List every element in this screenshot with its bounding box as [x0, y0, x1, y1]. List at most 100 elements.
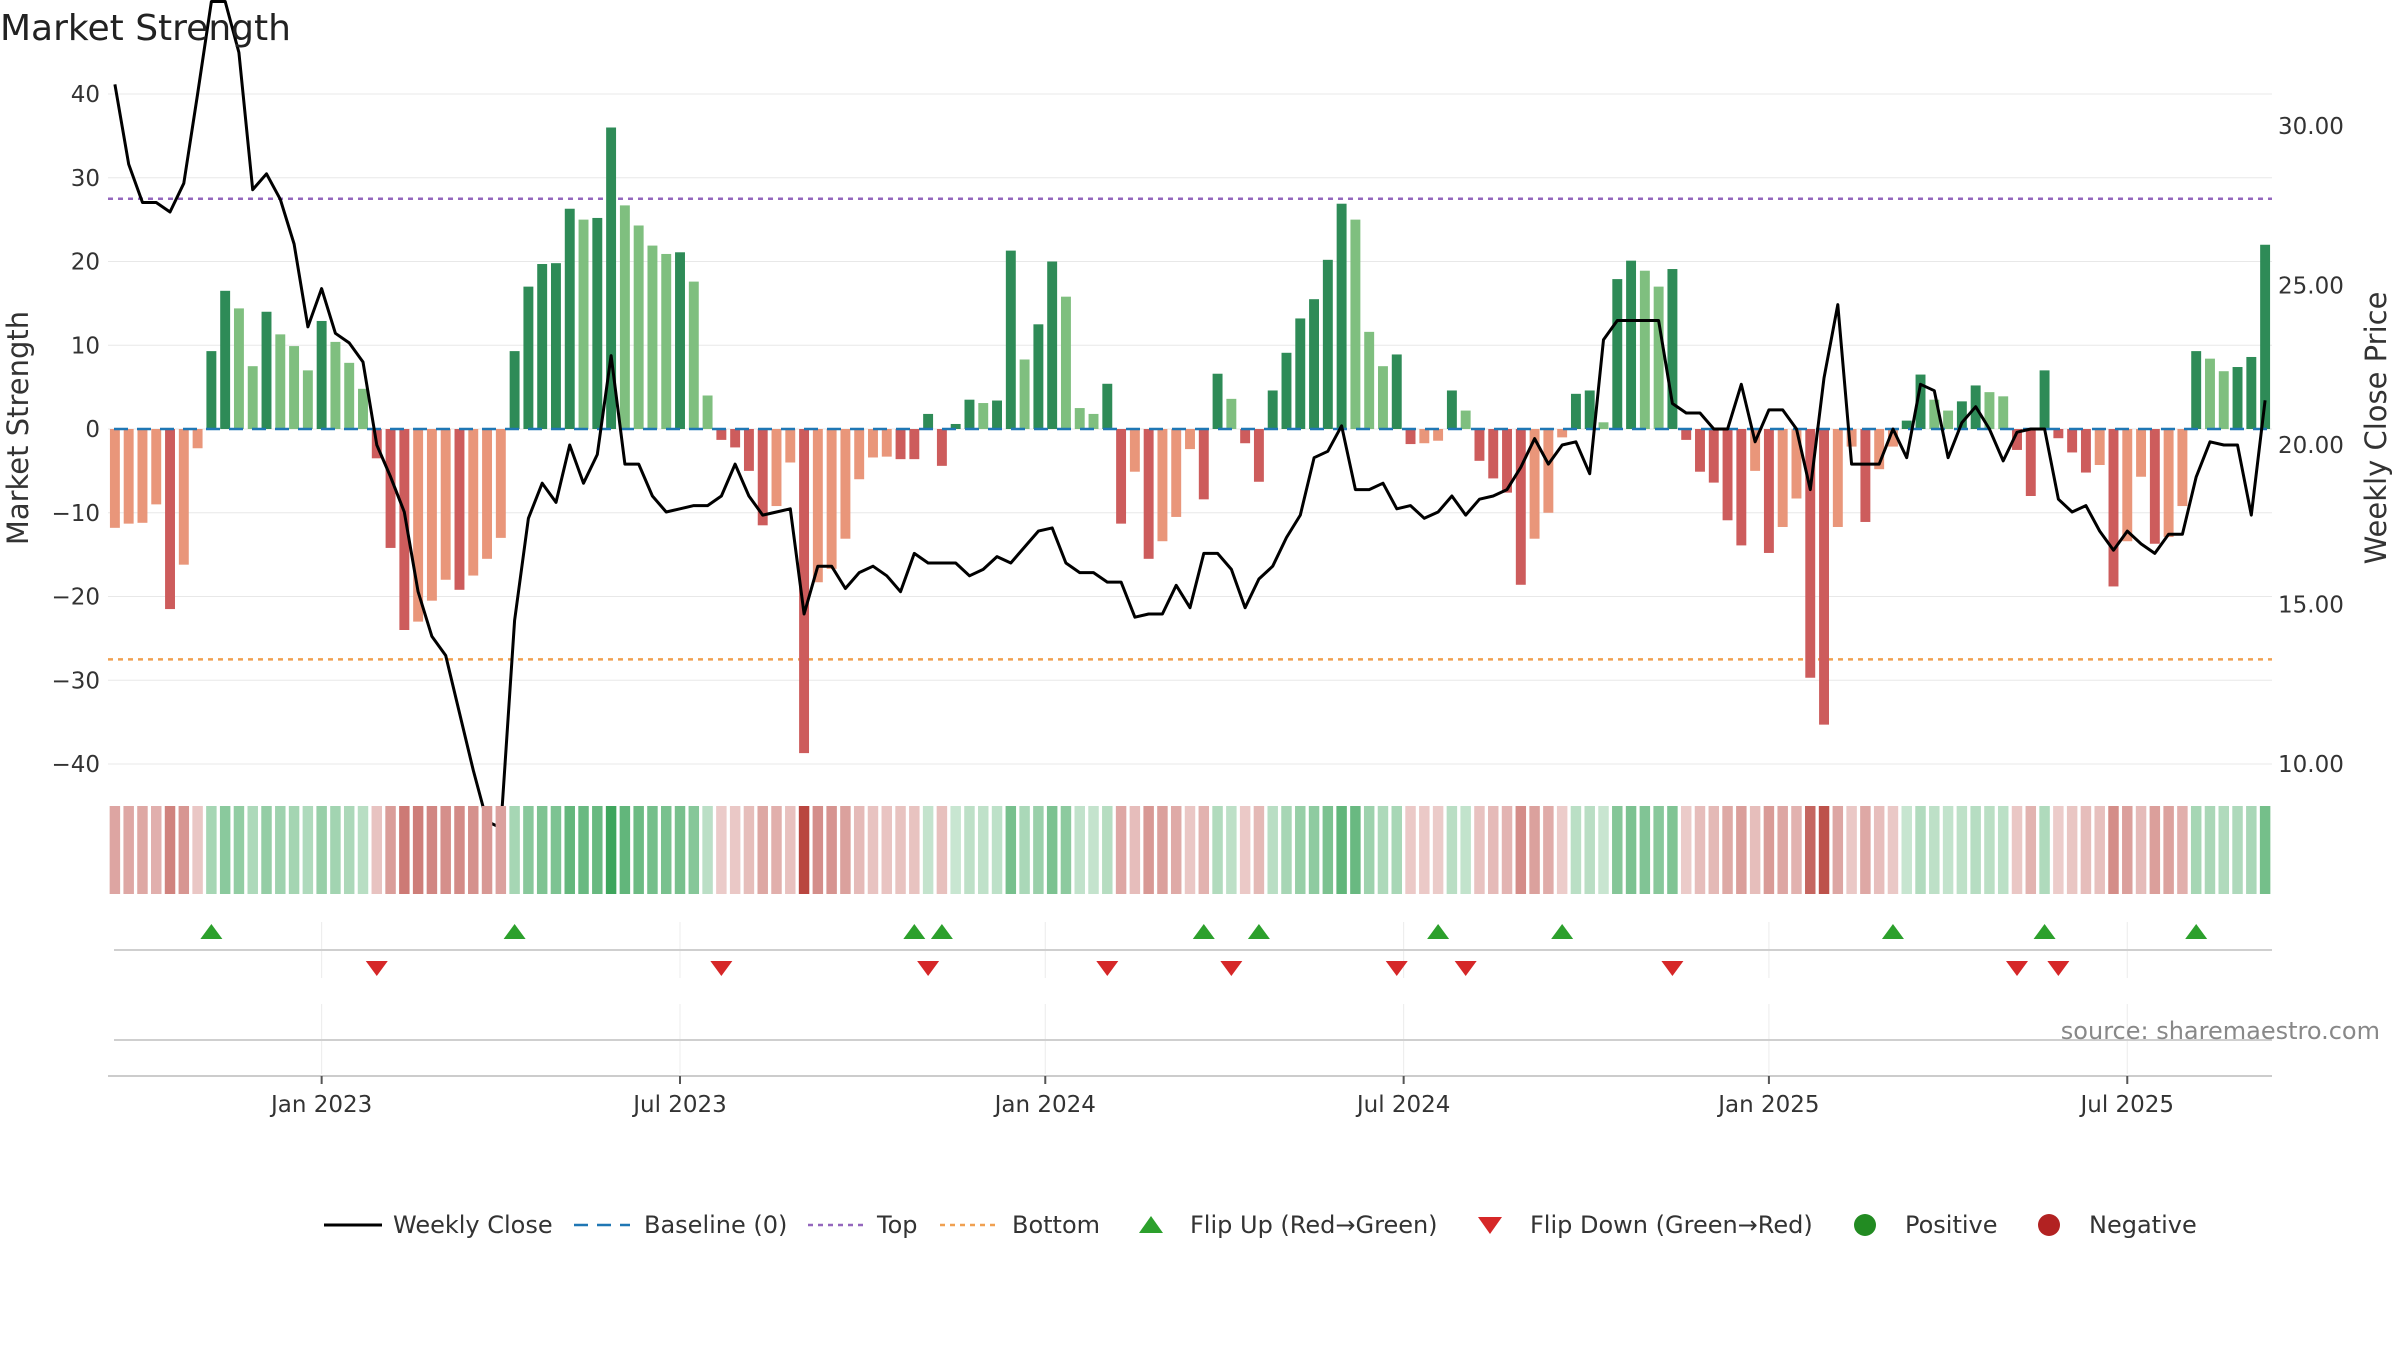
strength-bar [1763, 429, 1774, 553]
heatmap-cell [867, 806, 879, 894]
strength-bar [826, 429, 837, 569]
heatmap-cell [950, 806, 961, 894]
strength-bar [2025, 429, 2036, 496]
strength-bar [730, 429, 741, 448]
heatmap-cell [1680, 806, 1692, 894]
strength-bar [165, 429, 175, 610]
strength-bar [426, 429, 437, 601]
flip-down-marker [917, 961, 940, 976]
heatmap-cell [206, 806, 217, 894]
strength-bar [1860, 429, 1871, 522]
heatmap-cell [509, 806, 520, 894]
strength-bar [2012, 429, 2022, 450]
strength-bar [923, 413, 934, 429]
strength-bar [785, 429, 796, 463]
flip-up-marker [1427, 924, 1450, 939]
heatmap-cell [605, 806, 617, 894]
heatmap-cell [688, 806, 700, 894]
heatmap-cell [1598, 806, 1609, 894]
x-tick-label: Jan 2023 [269, 1092, 372, 1118]
axes: 40 30 20 10 0 −10 −20 −30 −40 30.00 25.00 20.00 15.0… [51, 82, 2343, 1118]
heatmap-cell [1474, 806, 1485, 894]
flip-up-marker [2185, 924, 2208, 939]
strength-bar [1116, 429, 1127, 524]
strength-bar [1777, 429, 1788, 527]
strength-bar [1364, 331, 1375, 429]
strength-bar [1681, 429, 1692, 440]
heatmap-cell [1419, 806, 1430, 894]
heatmap-cell [412, 806, 424, 894]
heatmap-cell [247, 806, 258, 894]
heatmap-cell [743, 806, 755, 894]
strength-bar [1391, 354, 1402, 429]
heatmap-cell [1956, 806, 1968, 894]
heatmap-cell [619, 806, 631, 894]
heatmap-cell [1929, 806, 1940, 894]
heatmap-cell [1832, 806, 1844, 894]
heatmap-cell [1074, 806, 1085, 894]
legend-baseline-label: Baseline (0) [644, 1211, 787, 1239]
heatmap-cell [2122, 806, 2133, 894]
heatmap-cell [2094, 806, 2105, 894]
heatmap-cell [1363, 806, 1375, 894]
strength-bar [633, 225, 644, 429]
heatmap-cell [2053, 806, 2064, 894]
heatmap-cell [371, 806, 383, 894]
flip-up-marker [503, 924, 526, 939]
strength-bar [1832, 429, 1843, 527]
strength-bar [2149, 429, 2160, 544]
strength-bar [2232, 367, 2243, 429]
strength-bar [2191, 351, 2202, 429]
legend-positive-label: Positive [1905, 1211, 1998, 1239]
strength-bar [909, 429, 920, 460]
strength-bar [1791, 429, 1802, 499]
legend-positive-swatch [1854, 1214, 1876, 1236]
heatmap-cell [1281, 806, 1292, 894]
strength-bar [1901, 420, 1912, 429]
heatmap-cell [1901, 806, 1912, 894]
heatmap-cell [109, 806, 121, 894]
heatmap-cell [1708, 806, 1720, 894]
heatmap-cell [1088, 806, 1099, 894]
heatmap-cell [2190, 806, 2202, 894]
heatmap-cell [1515, 806, 1527, 894]
heatmap-cell [1033, 806, 1044, 894]
legend-flip-down-swatch [1478, 1217, 1502, 1234]
strength-bar [647, 245, 658, 429]
strength-bar [675, 252, 685, 429]
heatmap-cell [2025, 806, 2037, 894]
heatmap-cell [1694, 806, 1706, 894]
flip-down-marker [1385, 961, 1408, 976]
heatmap-cell [1391, 806, 1402, 894]
heatmap-cell [1805, 806, 1816, 894]
strength-bar [1488, 429, 1499, 479]
strength-bar [1157, 429, 1168, 542]
legend-negative-label: Negative [2089, 1211, 2197, 1239]
strength-bar [1529, 429, 1540, 539]
heatmap-cell [1653, 806, 1664, 894]
right-y-tick-label: 20.00 [2278, 433, 2344, 459]
x-tick-label: Jul 2025 [2078, 1092, 2174, 1118]
heatmap-cell [674, 806, 686, 894]
strength-bar [275, 334, 286, 429]
strength-bar [1805, 429, 1816, 678]
heatmap-cell [853, 806, 865, 894]
flip-up-marker [2033, 924, 2056, 939]
strength-bar [1267, 390, 1278, 429]
strength-bar [1570, 393, 1581, 429]
heatmap-cell [1818, 806, 1830, 894]
strength-bar [1943, 410, 1954, 429]
strength-bar [247, 366, 258, 429]
heatmap-cell [633, 806, 644, 894]
strength-bar [509, 351, 520, 429]
strength-bar [440, 429, 451, 580]
strength-bar [2163, 429, 2174, 538]
heatmap-cell [495, 806, 507, 894]
strength-bar [1005, 250, 1016, 429]
heatmap-cell [2039, 806, 2050, 894]
strength-bar [1584, 390, 1595, 429]
strength-bar [2080, 429, 2091, 473]
strength-bar [1543, 429, 1554, 513]
strength-bar [2205, 358, 2215, 429]
